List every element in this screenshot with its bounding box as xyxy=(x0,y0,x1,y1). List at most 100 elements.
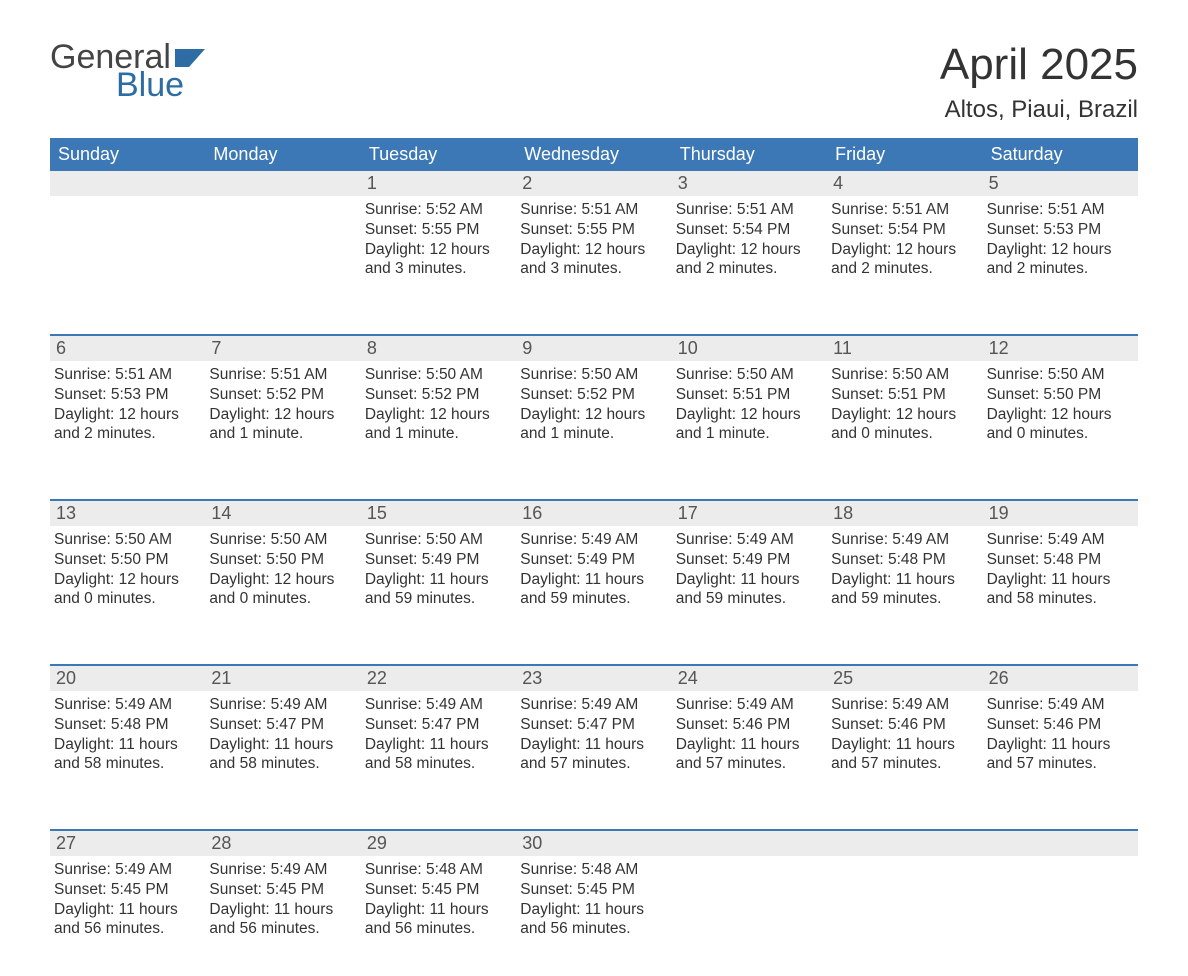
daylight-line: Daylight: 12 hours and 0 minutes. xyxy=(831,405,976,445)
day-cell: Sunrise: 5:50 AMSunset: 5:51 PMDaylight:… xyxy=(672,361,827,481)
daylight-line: Daylight: 11 hours and 57 minutes. xyxy=(987,735,1132,775)
day-number-cell xyxy=(205,171,360,196)
day-data: Sunrise: 5:51 AMSunset: 5:55 PMDaylight:… xyxy=(516,196,671,283)
day-cell xyxy=(50,196,205,316)
daylight-line: Daylight: 12 hours and 2 minutes. xyxy=(676,240,821,280)
day-data: Sunrise: 5:49 AMSunset: 5:45 PMDaylight:… xyxy=(205,856,360,943)
day-number-cell xyxy=(983,831,1138,856)
day-number-cell xyxy=(827,831,982,856)
weekday-label: Monday xyxy=(205,138,360,171)
day-number-cell: 9 xyxy=(516,336,671,361)
day-cell: Sunrise: 5:51 AMSunset: 5:54 PMDaylight:… xyxy=(672,196,827,316)
day-number-cell: 11 xyxy=(827,336,982,361)
day-cell: Sunrise: 5:49 AMSunset: 5:49 PMDaylight:… xyxy=(516,526,671,646)
day-number: 14 xyxy=(205,501,360,526)
day-number: 30 xyxy=(516,831,671,856)
day-number-cell xyxy=(50,171,205,196)
day-number: 5 xyxy=(983,171,1138,196)
sunset-line: Sunset: 5:49 PM xyxy=(676,550,821,570)
day-number: 12 xyxy=(983,336,1138,361)
day-data: Sunrise: 5:49 AMSunset: 5:48 PMDaylight:… xyxy=(983,526,1138,613)
weekday-header: Sunday Monday Tuesday Wednesday Thursday… xyxy=(50,138,1138,171)
weekday-label: Thursday xyxy=(672,138,827,171)
day-cell: Sunrise: 5:51 AMSunset: 5:53 PMDaylight:… xyxy=(50,361,205,481)
weekday-label: Saturday xyxy=(983,138,1138,171)
weekday-label: Sunday xyxy=(50,138,205,171)
day-cell: Sunrise: 5:49 AMSunset: 5:49 PMDaylight:… xyxy=(672,526,827,646)
daylight-line: Daylight: 11 hours and 59 minutes. xyxy=(676,570,821,610)
day-number: 6 xyxy=(50,336,205,361)
sunset-line: Sunset: 5:48 PM xyxy=(54,715,199,735)
sunset-line: Sunset: 5:50 PM xyxy=(54,550,199,570)
sunrise-line: Sunrise: 5:49 AM xyxy=(365,695,510,715)
sunrise-line: Sunrise: 5:48 AM xyxy=(520,860,665,880)
day-number: 18 xyxy=(827,501,982,526)
sunset-line: Sunset: 5:48 PM xyxy=(831,550,976,570)
calendar: Sunday Monday Tuesday Wednesday Thursday… xyxy=(50,138,1138,976)
daylight-line: Daylight: 12 hours and 1 minute. xyxy=(520,405,665,445)
day-data: Sunrise: 5:51 AMSunset: 5:53 PMDaylight:… xyxy=(50,361,205,448)
sunset-line: Sunset: 5:46 PM xyxy=(676,715,821,735)
day-data: Sunrise: 5:50 AMSunset: 5:52 PMDaylight:… xyxy=(361,361,516,448)
page-title: April 2025 xyxy=(940,40,1138,90)
day-cell xyxy=(672,856,827,976)
day-data: Sunrise: 5:49 AMSunset: 5:46 PMDaylight:… xyxy=(672,691,827,778)
day-data: Sunrise: 5:48 AMSunset: 5:45 PMDaylight:… xyxy=(361,856,516,943)
day-data: Sunrise: 5:51 AMSunset: 5:53 PMDaylight:… xyxy=(983,196,1138,283)
day-cell: Sunrise: 5:50 AMSunset: 5:52 PMDaylight:… xyxy=(361,361,516,481)
day-number-cell: 14 xyxy=(205,501,360,526)
sunrise-line: Sunrise: 5:50 AM xyxy=(831,365,976,385)
day-number-cell: 7 xyxy=(205,336,360,361)
day-data: Sunrise: 5:49 AMSunset: 5:46 PMDaylight:… xyxy=(827,691,982,778)
day-cell xyxy=(205,196,360,316)
day-number-cell: 23 xyxy=(516,666,671,691)
sunrise-line: Sunrise: 5:49 AM xyxy=(209,860,354,880)
sunset-line: Sunset: 5:55 PM xyxy=(365,220,510,240)
day-cell: Sunrise: 5:49 AMSunset: 5:46 PMDaylight:… xyxy=(827,691,982,811)
sunrise-line: Sunrise: 5:51 AM xyxy=(209,365,354,385)
day-number-cell: 8 xyxy=(361,336,516,361)
day-cell: Sunrise: 5:49 AMSunset: 5:45 PMDaylight:… xyxy=(205,856,360,976)
daylight-line: Daylight: 11 hours and 59 minutes. xyxy=(520,570,665,610)
daylight-line: Daylight: 11 hours and 59 minutes. xyxy=(365,570,510,610)
day-cell xyxy=(827,856,982,976)
day-data: Sunrise: 5:50 AMSunset: 5:50 PMDaylight:… xyxy=(50,526,205,613)
sunrise-line: Sunrise: 5:50 AM xyxy=(209,530,354,550)
day-data: Sunrise: 5:52 AMSunset: 5:55 PMDaylight:… xyxy=(361,196,516,283)
day-data: Sunrise: 5:49 AMSunset: 5:47 PMDaylight:… xyxy=(516,691,671,778)
sunrise-line: Sunrise: 5:49 AM xyxy=(54,860,199,880)
daylight-line: Daylight: 12 hours and 3 minutes. xyxy=(520,240,665,280)
day-data: Sunrise: 5:48 AMSunset: 5:45 PMDaylight:… xyxy=(516,856,671,943)
daylight-line: Daylight: 12 hours and 3 minutes. xyxy=(365,240,510,280)
day-cell: Sunrise: 5:51 AMSunset: 5:55 PMDaylight:… xyxy=(516,196,671,316)
day-data: Sunrise: 5:51 AMSunset: 5:54 PMDaylight:… xyxy=(827,196,982,283)
logo-text-2: Blue xyxy=(116,68,184,102)
day-number: 10 xyxy=(672,336,827,361)
sunset-line: Sunset: 5:54 PM xyxy=(676,220,821,240)
sunrise-line: Sunrise: 5:50 AM xyxy=(987,365,1132,385)
day-number-cell: 12 xyxy=(983,336,1138,361)
sunset-line: Sunset: 5:45 PM xyxy=(365,880,510,900)
sunset-line: Sunset: 5:48 PM xyxy=(987,550,1132,570)
day-number: 23 xyxy=(516,666,671,691)
day-cell: Sunrise: 5:50 AMSunset: 5:51 PMDaylight:… xyxy=(827,361,982,481)
sunrise-line: Sunrise: 5:49 AM xyxy=(831,530,976,550)
day-number-cell: 21 xyxy=(205,666,360,691)
sunrise-line: Sunrise: 5:50 AM xyxy=(676,365,821,385)
sunset-line: Sunset: 5:53 PM xyxy=(54,385,199,405)
day-number: 7 xyxy=(205,336,360,361)
day-number-cell xyxy=(672,831,827,856)
sunset-line: Sunset: 5:50 PM xyxy=(209,550,354,570)
sunrise-line: Sunrise: 5:49 AM xyxy=(54,695,199,715)
sunrise-line: Sunrise: 5:49 AM xyxy=(676,695,821,715)
sunrise-line: Sunrise: 5:50 AM xyxy=(365,365,510,385)
day-number-cell: 18 xyxy=(827,501,982,526)
sunrise-line: Sunrise: 5:50 AM xyxy=(365,530,510,550)
day-data: Sunrise: 5:49 AMSunset: 5:45 PMDaylight:… xyxy=(50,856,205,943)
daylight-line: Daylight: 11 hours and 56 minutes. xyxy=(209,900,354,940)
daylight-line: Daylight: 12 hours and 0 minutes. xyxy=(54,570,199,610)
day-cell: Sunrise: 5:49 AMSunset: 5:47 PMDaylight:… xyxy=(205,691,360,811)
sunrise-line: Sunrise: 5:51 AM xyxy=(676,200,821,220)
day-number-cell: 24 xyxy=(672,666,827,691)
day-data: Sunrise: 5:49 AMSunset: 5:48 PMDaylight:… xyxy=(50,691,205,778)
